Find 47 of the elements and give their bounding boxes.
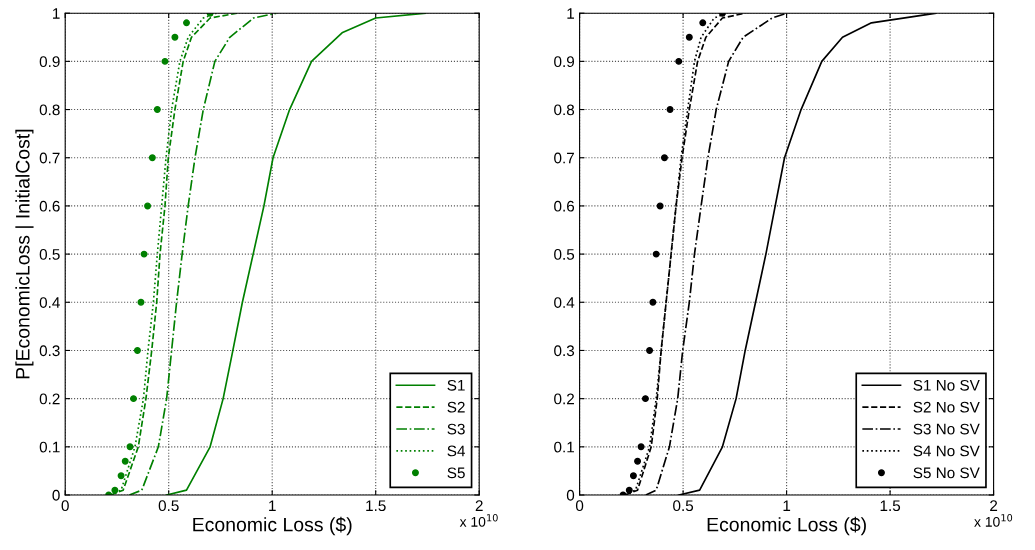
y-tick-label: 0.7 [554, 152, 574, 164]
text: x 10$^{10}$ [974, 514, 1013, 527]
y-tick-label: 0.8 [39, 104, 60, 116]
y-tick-label: 0.1 [39, 441, 60, 453]
y-tick-label: 0.9 [554, 56, 575, 68]
y-tick-label: 0.3 [39, 345, 60, 357]
y-tick-label: 0.6 [39, 200, 60, 212]
x-tick-label: 2 [990, 500, 998, 511]
x-tick-label: 0 [61, 500, 69, 512]
y-axis-title: P[EconomicLoss | InitialCost] [15, 129, 34, 379]
x-tick-label: 1.5 [880, 500, 901, 512]
legend-label: S4 [447, 445, 466, 457]
y-tick-label: 0.9 [39, 56, 60, 68]
y-tick-label: 0.2 [554, 393, 574, 405]
x-axis-title: Economic Loss ($) [707, 516, 866, 536]
y-tick-label: 1 [53, 8, 60, 19]
y-tick-label: 0.3 [554, 345, 575, 357]
text: x 10$^{10}$ [459, 514, 498, 527]
y-tick-label: 1 [567, 8, 574, 19]
y-tick-label: 0.6 [554, 200, 575, 212]
legend-label: S4 No SV [913, 445, 980, 457]
x-tick-label: 1 [269, 500, 276, 511]
y-tick-label: 0.2 [39, 393, 60, 405]
y-tick-label: 0 [566, 489, 575, 501]
y-tick-label: 0.7 [39, 152, 60, 164]
y-tick-label: 0.1 [554, 441, 574, 453]
legend-label: S5 No SV [913, 467, 980, 479]
legend-label: S3 No SV [913, 423, 980, 435]
y-tick-label: 0.5 [554, 248, 575, 260]
y-tick-label: 0.8 [554, 104, 575, 116]
x-tick-label: 0.5 [673, 500, 694, 512]
y-tick-label: 0.5 [39, 248, 60, 260]
y-tick-label: 0 [52, 489, 60, 501]
legend-label: S2 [447, 401, 465, 413]
y-tick-label: 0.4 [39, 297, 60, 308]
x-tick-label: 1.5 [366, 500, 386, 512]
x-tick-label: 0 [575, 500, 584, 512]
legend-label: S1 No SV [913, 379, 980, 391]
legend-label: S2 No SV [913, 401, 980, 413]
x-axis-title: Economic Loss ($) [193, 516, 352, 536]
legend-label: S3 [447, 423, 465, 435]
legend-label: S5 [447, 467, 465, 479]
x-tick-label: 0.5 [158, 500, 179, 512]
y-tick-label: 0.4 [554, 297, 575, 308]
x-tick-label: 1 [783, 500, 791, 511]
x-tick-label: 2 [475, 500, 483, 511]
legend-label: S1 [447, 379, 465, 391]
